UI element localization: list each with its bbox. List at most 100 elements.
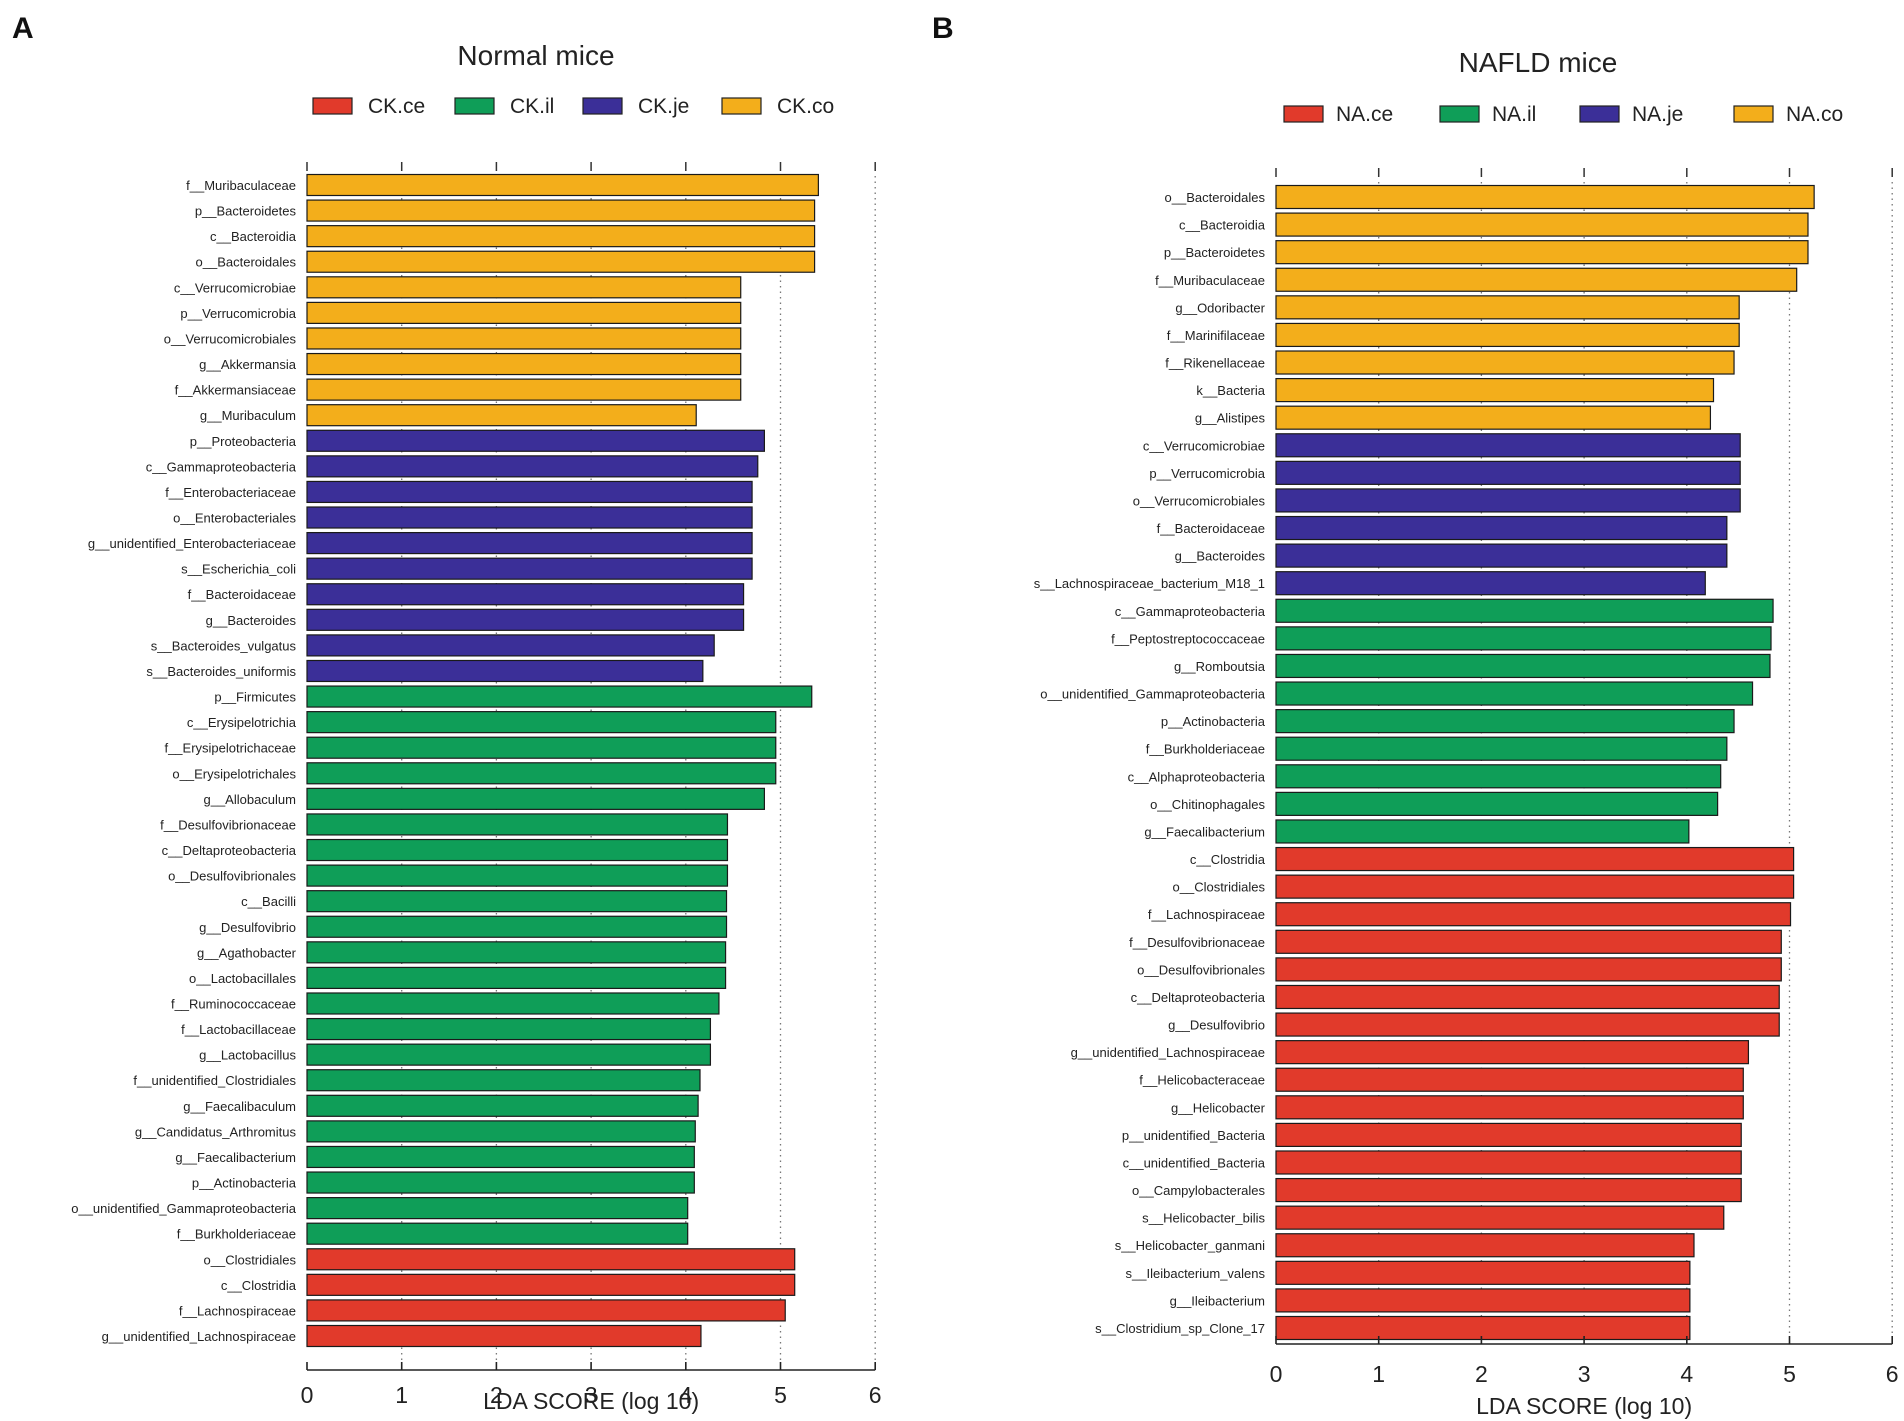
bar-s-bacteroides-uniformis — [306, 659, 704, 683]
bar-row: g__Faecalibacterium — [175, 1145, 695, 1169]
taxon-label: s__Bacteroides_vulgatus — [151, 638, 297, 653]
bar-o-unidentified-gammaproteobacteria — [306, 1197, 689, 1220]
bar-c-deltaproteobacteria — [306, 838, 729, 862]
bar-c-clostridia — [306, 1273, 796, 1296]
bar-g-romboutsia — [1275, 653, 1771, 679]
taxon-label: f__Desulfovibrionaceae — [1129, 935, 1265, 950]
x-tick-label: 1 — [1372, 1361, 1385, 1387]
bar-c-verrucomicrobiae — [1275, 433, 1741, 458]
bar-row: p__Firmicutes — [214, 685, 813, 708]
bar-row: g__Bacteroides — [1175, 543, 1728, 568]
bar-row: g__Romboutsia — [1174, 653, 1771, 679]
taxon-label: c__Deltaproteobacteria — [162, 843, 297, 858]
bar-c-unidentified-bacteria — [1275, 1150, 1742, 1175]
bar-p-verrucomicrobia — [306, 301, 742, 324]
bar-row: g__Allobaculum — [203, 787, 766, 810]
bar-row: o__Clostridiales — [1173, 874, 1795, 899]
taxon-label: g__Bacteroides — [206, 613, 297, 628]
bar-f-erysipelotrichaceae — [306, 736, 777, 759]
bar-row: s__Escherichia_coli — [181, 557, 753, 580]
bar-row: o__Campylobacterales — [1132, 1177, 1742, 1203]
bar-row: c__Bacteroidia — [210, 225, 816, 248]
taxon-label: o__Clostridiales — [1173, 880, 1266, 895]
bar-f-lachnospiraceae — [1275, 902, 1792, 927]
bar-row: g__Ileibacterium — [1170, 1288, 1691, 1313]
chart-normal-mice: Normal mice CK.ce CK.il CK.je CK.co f__Muriba… — [71, 40, 881, 1414]
bar-s-bacteroides-vulgatus — [306, 634, 715, 657]
bar-o-desulfovibrionales — [306, 864, 729, 887]
bar-row: s__Bacteroides_uniformis — [146, 659, 704, 683]
bar-p-bacteroidetes — [306, 199, 816, 222]
taxon-label: g__unidentified_Enterobacteriaceae — [88, 536, 296, 551]
legend-swatch — [454, 97, 495, 115]
bar-row: f__Marinifilaceae — [1167, 322, 1740, 348]
bar-row: o__Desulfovibrionales — [168, 864, 729, 887]
taxon-label: g__Alistipes — [1195, 411, 1266, 426]
legend-item-ck-ce: CK.ce — [312, 95, 425, 118]
taxon-label: f__Burkholderiaceae — [177, 1227, 296, 1242]
bar-row: g__Candidatus_Arthromitus — [135, 1120, 696, 1143]
bar-f-muribaculaceae — [306, 173, 819, 197]
taxon-label: p__Actinobacteria — [1161, 714, 1266, 729]
taxon-label: g__Romboutsia — [1174, 659, 1266, 674]
bar-c-bacteroidia — [1275, 212, 1809, 237]
bar-f-bacteroidaceae — [306, 583, 745, 606]
bar-row: f__Lactobacillaceae — [181, 1017, 712, 1041]
bar-row: f__Rikenellaceae — [1165, 350, 1735, 375]
legend-label: CK.il — [510, 95, 554, 118]
taxon-label: f__Lachnospiraceae — [1148, 907, 1265, 922]
bar-g-bacteroides — [306, 608, 745, 631]
taxon-label: f__Ruminococcaceae — [171, 996, 296, 1011]
taxon-label: c__Alphaproteobacteria — [1128, 769, 1266, 784]
bar-row: g__Akkermansia — [199, 352, 742, 376]
taxon-label: c__Clostridia — [1190, 852, 1266, 867]
bar-p-proteobacteria — [306, 429, 766, 452]
taxon-label: f__Akkermansiaceae — [175, 383, 296, 398]
bar-f-ruminococcaceae — [306, 992, 720, 1015]
bar-row: p__Actinobacteria — [192, 1171, 695, 1194]
bar-row: g__Faecalibacterium — [1144, 819, 1690, 844]
taxon-label: c__Bacilli — [241, 894, 296, 909]
bar-f-bacteroidaceae — [1275, 515, 1728, 541]
bar-row: s__Bacteroides_vulgatus — [151, 634, 715, 657]
bar-row: f__Desulfovibrionaceae — [160, 813, 729, 836]
legend-swatch — [582, 97, 623, 115]
bar-row: c__Alphaproteobacteria — [1128, 764, 1722, 789]
bar-row: o__Bacteroidales — [1165, 184, 1815, 210]
legend-label: CK.co — [777, 95, 834, 118]
legend-item-na-ce: NA.ce — [1283, 103, 1393, 126]
bar-row: c__Gammaproteobacteria — [146, 455, 759, 478]
bar-f-rikenellaceae — [1275, 350, 1735, 375]
bar-c-bacilli — [306, 890, 728, 913]
legend-swatch — [1439, 105, 1480, 123]
x-tick-label: 6 — [1886, 1361, 1899, 1387]
legend-swatch — [1283, 105, 1324, 123]
chart-title: NAFLD mice — [1459, 47, 1618, 78]
taxon-label: p__unidentified_Bacteria — [1122, 1128, 1266, 1143]
taxon-label: c__Bacteroidia — [210, 229, 297, 244]
taxon-label: o__Erysipelotrichales — [172, 766, 296, 781]
taxon-label: c__Bacteroidia — [1179, 218, 1266, 233]
bar-row: g__unidentified_Lachnospiraceae — [102, 1324, 702, 1348]
bar-s-clostridium-sp-clone-17 — [1275, 1315, 1691, 1341]
taxon-label: o__Verrucomicrobiales — [164, 331, 297, 346]
bar-row: c__Verrucomicrobiae — [174, 276, 742, 299]
taxon-label: f__Muribaculaceae — [1155, 273, 1265, 288]
bar-o-verrucomicrobiales — [1275, 488, 1741, 513]
bar-g-faecalibaculum — [306, 1094, 699, 1117]
taxon-label: f__Burkholderiaceae — [1146, 742, 1265, 757]
taxon-label: g__Faecalibaculum — [183, 1099, 296, 1114]
bar-g-muribaculum — [306, 404, 697, 427]
bar-row: o__Clostridiales — [204, 1248, 796, 1271]
taxon-label: g__Bacteroides — [1175, 549, 1266, 564]
panel-label-b: B — [932, 12, 954, 45]
bar-p-actinobacteria — [306, 1171, 695, 1194]
bar-c-alphaproteobacteria — [1275, 764, 1722, 789]
bar-row: c__Clostridia — [221, 1273, 796, 1296]
bar-row: g__Bacteroides — [206, 608, 745, 631]
bar-o-bacteroidales — [306, 250, 816, 273]
bar-row: g__unidentified_Enterobacteriaceae — [88, 531, 753, 555]
taxon-label: s__Bacteroides_uniformis — [146, 664, 296, 679]
bar-g-alistipes — [1275, 405, 1712, 430]
